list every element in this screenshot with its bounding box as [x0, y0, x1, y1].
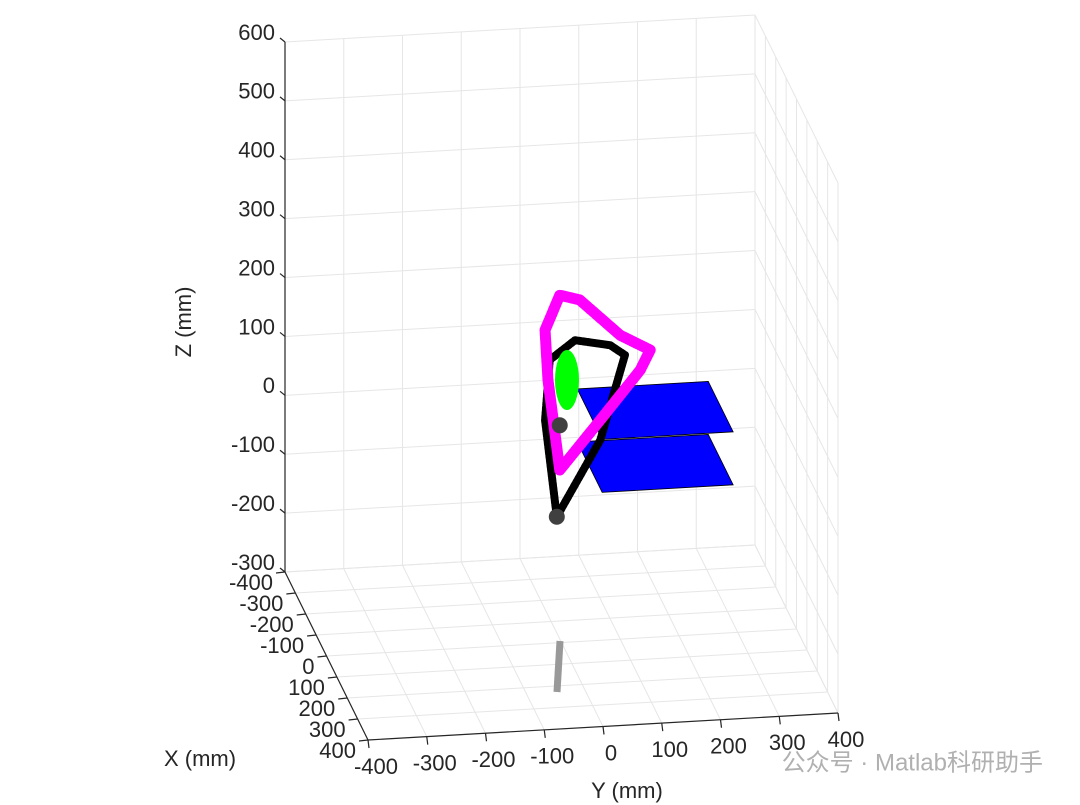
labels-layer: -300-200-1000100200300400500600-400-300-…	[229, 20, 864, 779]
y-tick	[484, 733, 488, 742]
x-tick-label: -400	[229, 570, 273, 595]
z-tick-label: 300	[238, 196, 275, 221]
grid-line	[295, 565, 766, 594]
grid-line	[357, 691, 828, 720]
z-axis-label: Z (mm)	[171, 287, 196, 358]
z-tick	[279, 390, 286, 396]
grid-line	[754, 250, 839, 419]
grid-line	[284, 544, 756, 573]
x-tick	[296, 613, 306, 616]
grid-line	[754, 132, 839, 301]
grid-line	[336, 649, 807, 678]
grid-line	[284, 73, 756, 102]
y-tick-label: -200	[471, 747, 515, 772]
z-tick	[279, 449, 286, 455]
base-post	[553, 640, 564, 693]
y-tick-label: -400	[354, 754, 398, 779]
grid-line	[284, 191, 756, 220]
x-tick-label: 300	[309, 717, 346, 742]
grid-line	[284, 132, 756, 161]
grid-line	[754, 427, 839, 596]
grid-line	[316, 607, 787, 636]
grid-line	[284, 250, 756, 279]
y-tick-label: -100	[530, 744, 574, 769]
x-tick	[307, 634, 317, 637]
marker-point	[551, 417, 568, 434]
z-tick-label: 100	[238, 314, 275, 339]
z-tick	[279, 508, 286, 514]
plane-surface	[576, 434, 734, 493]
y-tick	[661, 723, 664, 732]
z-tick-label: 200	[238, 255, 275, 280]
grid-line	[284, 308, 756, 337]
grid-line	[754, 309, 839, 478]
marker-point	[548, 508, 565, 525]
z-tick-label: -200	[231, 491, 275, 516]
x-tick-label: -200	[250, 612, 294, 637]
trajectory	[541, 336, 629, 521]
x-tick	[348, 718, 358, 721]
grid-line	[284, 485, 756, 514]
grid-line	[754, 191, 839, 360]
y-tick	[367, 739, 370, 749]
x-tick	[317, 655, 327, 658]
z-tick	[279, 37, 286, 43]
y-tick	[837, 712, 840, 722]
x-axis-label: X (mm)	[164, 746, 236, 771]
z-tick	[279, 567, 286, 573]
y-tick	[543, 729, 546, 738]
z-tick-label: 400	[238, 138, 275, 163]
x-tick-label: -300	[239, 591, 283, 616]
z-tick-label: -300	[231, 550, 275, 575]
z-tick	[279, 155, 286, 161]
joint-ellipse	[555, 350, 579, 410]
marks-layer	[539, 289, 734, 525]
x-tick	[358, 739, 369, 742]
y-tick	[778, 716, 781, 725]
y-tick	[602, 726, 605, 735]
y-tick-label: 0	[605, 740, 617, 765]
y-axis-label: Y (mm)	[591, 778, 663, 803]
x-tick	[275, 571, 286, 574]
grid-layer	[284, 14, 839, 741]
z-tick-label: 600	[238, 20, 275, 45]
y-tick-label: -300	[413, 750, 457, 775]
x-tick-label: 0	[302, 654, 314, 679]
grid-line	[754, 368, 839, 537]
grid-line	[754, 544, 839, 714]
grid-line	[305, 586, 776, 615]
x-tick-label: 400	[319, 738, 356, 763]
x-tick-label: 200	[299, 696, 336, 721]
grid-line	[754, 485, 839, 655]
z-tick	[279, 273, 286, 279]
grid-line	[284, 367, 756, 396]
z-tick-label: -100	[231, 432, 275, 457]
grid-line	[754, 14, 839, 184]
x-tick	[338, 697, 348, 700]
trajectory	[539, 289, 656, 476]
x-tick	[286, 592, 296, 595]
z-tick-label: 0	[263, 373, 275, 398]
grid-line	[754, 73, 839, 243]
z-tick	[279, 214, 286, 220]
x-tick	[327, 676, 337, 679]
y-tick-label: 100	[651, 737, 688, 762]
y-tick-label: 200	[710, 734, 747, 759]
x-tick-label: -100	[260, 633, 304, 658]
y-tick-label: 300	[769, 730, 806, 755]
y-tick	[719, 719, 723, 728]
z-tick-label: 500	[238, 79, 275, 104]
z-tick	[279, 96, 286, 102]
grid-line	[347, 670, 818, 699]
grid-line	[284, 14, 756, 43]
z-tick	[279, 331, 286, 337]
y-tick	[426, 736, 429, 745]
x-tick-label: 100	[288, 675, 325, 700]
watermark: 公众号 · Matlab科研助手	[782, 749, 1043, 776]
y-tick-label: 400	[828, 727, 865, 752]
